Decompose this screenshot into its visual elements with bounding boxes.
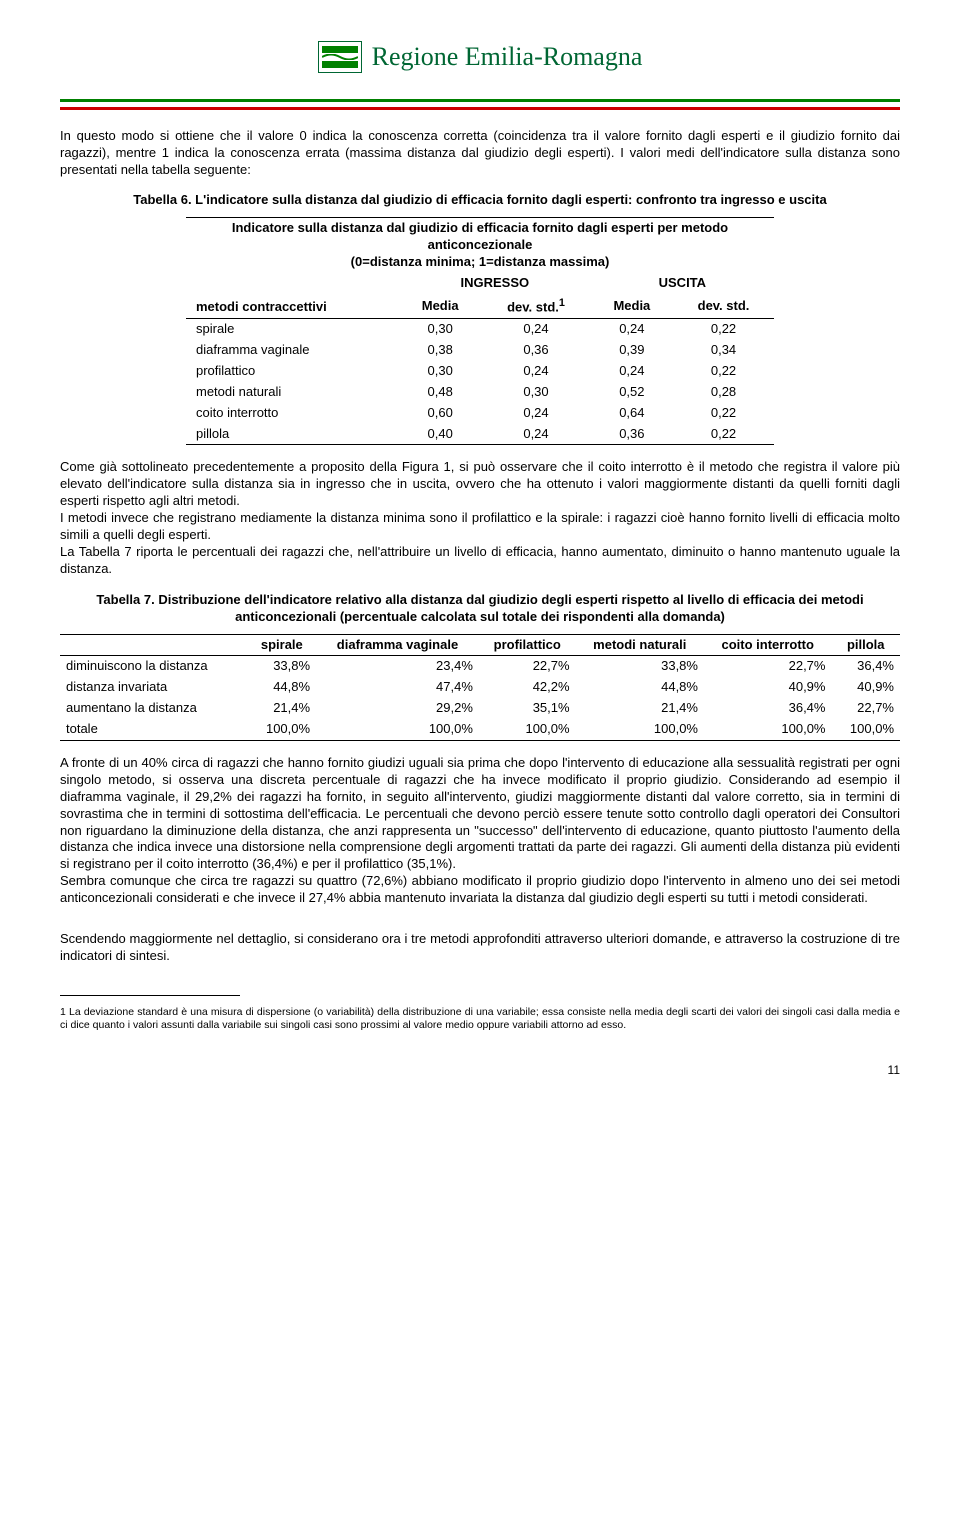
table7: spirale diaframma vaginale profilattico …: [60, 634, 900, 741]
footnote-separator: [60, 995, 240, 996]
t7-col-0: spirale: [248, 634, 316, 656]
table7-title: Tabella 7. Distribuzione dell'indicatore…: [60, 592, 900, 626]
t7-col-1: diaframma vaginale: [316, 634, 479, 656]
page-header: Regione Emilia-Romagna: [60, 40, 900, 74]
footnote-1: 1 La deviazione standard è una misura di…: [60, 1006, 900, 1032]
table-row: pillola0,400,240,360,22: [186, 424, 774, 445]
para-after-t7: A fronte di un 40% circa di ragazzi che …: [60, 755, 900, 907]
table-row: profilattico0,300,240,240,22: [186, 361, 774, 382]
t7-col-2: profilattico: [479, 634, 576, 656]
header-org-name: Regione Emilia-Romagna: [372, 40, 643, 74]
t7-col-4: coito interrotto: [704, 634, 832, 656]
table-row: coito interrotto0,600,240,640,22: [186, 403, 774, 424]
table-row: diaframma vaginale0,380,360,390,34: [186, 340, 774, 361]
intro-paragraph: In questo modo si ottiene che il valore …: [60, 128, 900, 179]
table6-body: spirale0,300,240,240,22 diaframma vagina…: [186, 319, 774, 445]
table6-title: Tabella 6. L'indicatore sulla distanza d…: [60, 192, 900, 209]
region-logo-icon: [318, 41, 362, 73]
page-number: 11: [60, 1063, 900, 1079]
t7-col-5: pillola: [831, 634, 900, 656]
table7-body: diminuiscono la distanza33,8%23,4%22,7%3…: [60, 656, 900, 741]
header-rule-green: [60, 99, 900, 102]
table6-col-ingresso: INGRESSO: [399, 273, 591, 294]
table6-col-dev-in: dev. std.1: [481, 294, 590, 319]
t7-col-3: metodi naturali: [576, 634, 704, 656]
table-row: diminuiscono la distanza33,8%23,4%22,7%3…: [60, 656, 900, 677]
table6-col-dev-out: dev. std.: [673, 294, 774, 319]
table6-subtitle2: (0=distanza minima; 1=distanza massima): [351, 254, 610, 269]
table-row: totale100,0%100,0%100,0%100,0%100,0%100,…: [60, 719, 900, 740]
table-row: distanza invariata44,8%47,4%42,2%44,8%40…: [60, 677, 900, 698]
table6-subtitle1: Indicatore sulla distanza dal giudizio d…: [232, 220, 728, 252]
para-after-t6: Come già sottolineato precedentemente a …: [60, 459, 900, 577]
table6-col-uscita: USCITA: [591, 273, 774, 294]
table6-col-media-out: Media: [591, 294, 673, 319]
table6: Indicatore sulla distanza dal giudizio d…: [186, 217, 774, 445]
table-row: aumentano la distanza21,4%29,2%35,1%21,4…: [60, 698, 900, 719]
table-row: metodi naturali0,480,300,520,28: [186, 382, 774, 403]
table6-col-media-in: Media: [399, 294, 481, 319]
para-last: Scendendo maggiormente nel dettaglio, si…: [60, 931, 900, 965]
table-row: spirale0,300,240,240,22: [186, 319, 774, 340]
table6-rowheader: metodi contraccettivi: [186, 294, 399, 319]
header-rule-red: [60, 107, 900, 110]
